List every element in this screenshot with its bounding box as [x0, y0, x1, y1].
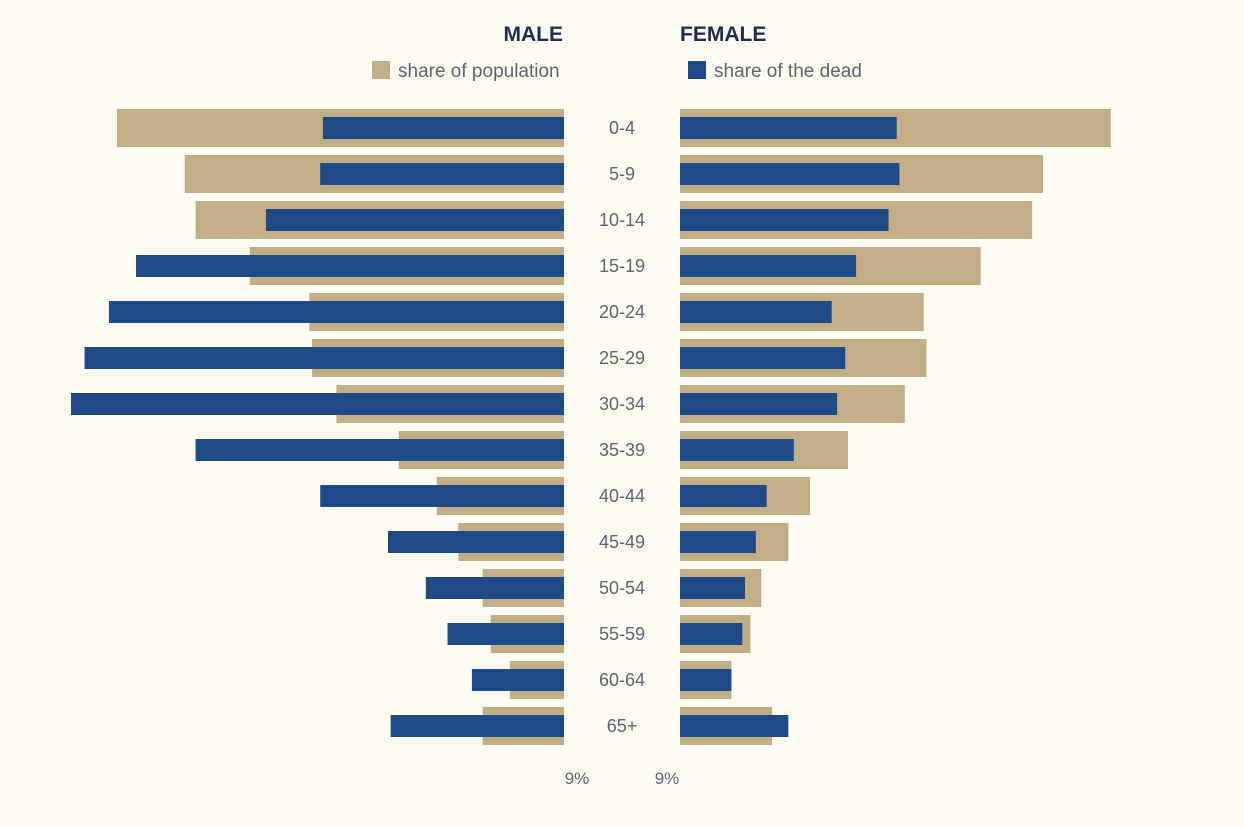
female-dead-bar — [680, 531, 756, 553]
female-dead-bar — [680, 715, 789, 737]
age-group-label: 0-4 — [609, 118, 635, 138]
male-dead-bar — [447, 623, 564, 645]
age-group-label: 30-34 — [599, 394, 645, 414]
male-dead-bar — [195, 439, 564, 461]
female-dead-bar — [680, 623, 743, 645]
age-group-label: 45-49 — [599, 532, 645, 552]
male-dead-bar — [322, 117, 564, 139]
female-dead-bar — [680, 255, 857, 277]
male-dead-bar — [136, 255, 564, 277]
male-dead-bar — [320, 485, 564, 507]
female-dead-bar — [680, 301, 832, 323]
female-dead-bar — [680, 669, 732, 691]
female-dead-bar — [680, 485, 767, 507]
age-group-label: 25-29 — [599, 348, 645, 368]
male-dead-bar — [390, 715, 564, 737]
legend-dead-label: share of the dead — [714, 61, 862, 82]
age-group-label: 35-39 — [599, 440, 645, 460]
legend-population-label: share of population — [398, 61, 560, 82]
age-group-label: 55-59 — [599, 624, 645, 644]
female-dead-bar — [680, 439, 794, 461]
age-group-label: 60-64 — [599, 670, 645, 690]
male-dead-bar — [471, 669, 564, 691]
male-title: MALE — [504, 23, 564, 46]
legend-population-swatch — [372, 61, 390, 79]
female-dead-bar — [680, 393, 838, 415]
female-title: FEMALE — [680, 23, 766, 46]
male-dead-bar — [425, 577, 564, 599]
age-group-label: 40-44 — [599, 486, 645, 506]
female-dead-bar — [680, 209, 889, 231]
female-dead-bar — [680, 163, 900, 185]
female-dead-bar — [680, 577, 746, 599]
female-tick-label: 9% — [655, 769, 680, 788]
male-dead-bar — [84, 347, 565, 369]
age-group-label: 10-14 — [599, 210, 645, 230]
age-group-label: 15-19 — [599, 256, 645, 276]
male-dead-bar — [108, 301, 564, 323]
age-group-label: 65+ — [607, 716, 638, 736]
age-labels-group: 0-4 5-9 10-14 15-19 20-24 25-29 30-34 35-39 40-4… — [599, 118, 645, 736]
age-group-label: 50-54 — [599, 578, 645, 598]
legend-dead-swatch — [688, 61, 706, 79]
male-dead-bar — [387, 531, 564, 553]
male-dead-bar — [71, 393, 564, 415]
female-dead-bar — [680, 117, 897, 139]
male-dead-bar — [320, 163, 564, 185]
bars-group — [71, 109, 1111, 745]
male-dead-bar — [266, 209, 564, 231]
age-group-label: 20-24 — [599, 302, 645, 322]
male-tick-label: 9% — [565, 769, 590, 788]
age-group-label: 5-9 — [609, 164, 635, 184]
female-dead-bar — [680, 347, 846, 369]
